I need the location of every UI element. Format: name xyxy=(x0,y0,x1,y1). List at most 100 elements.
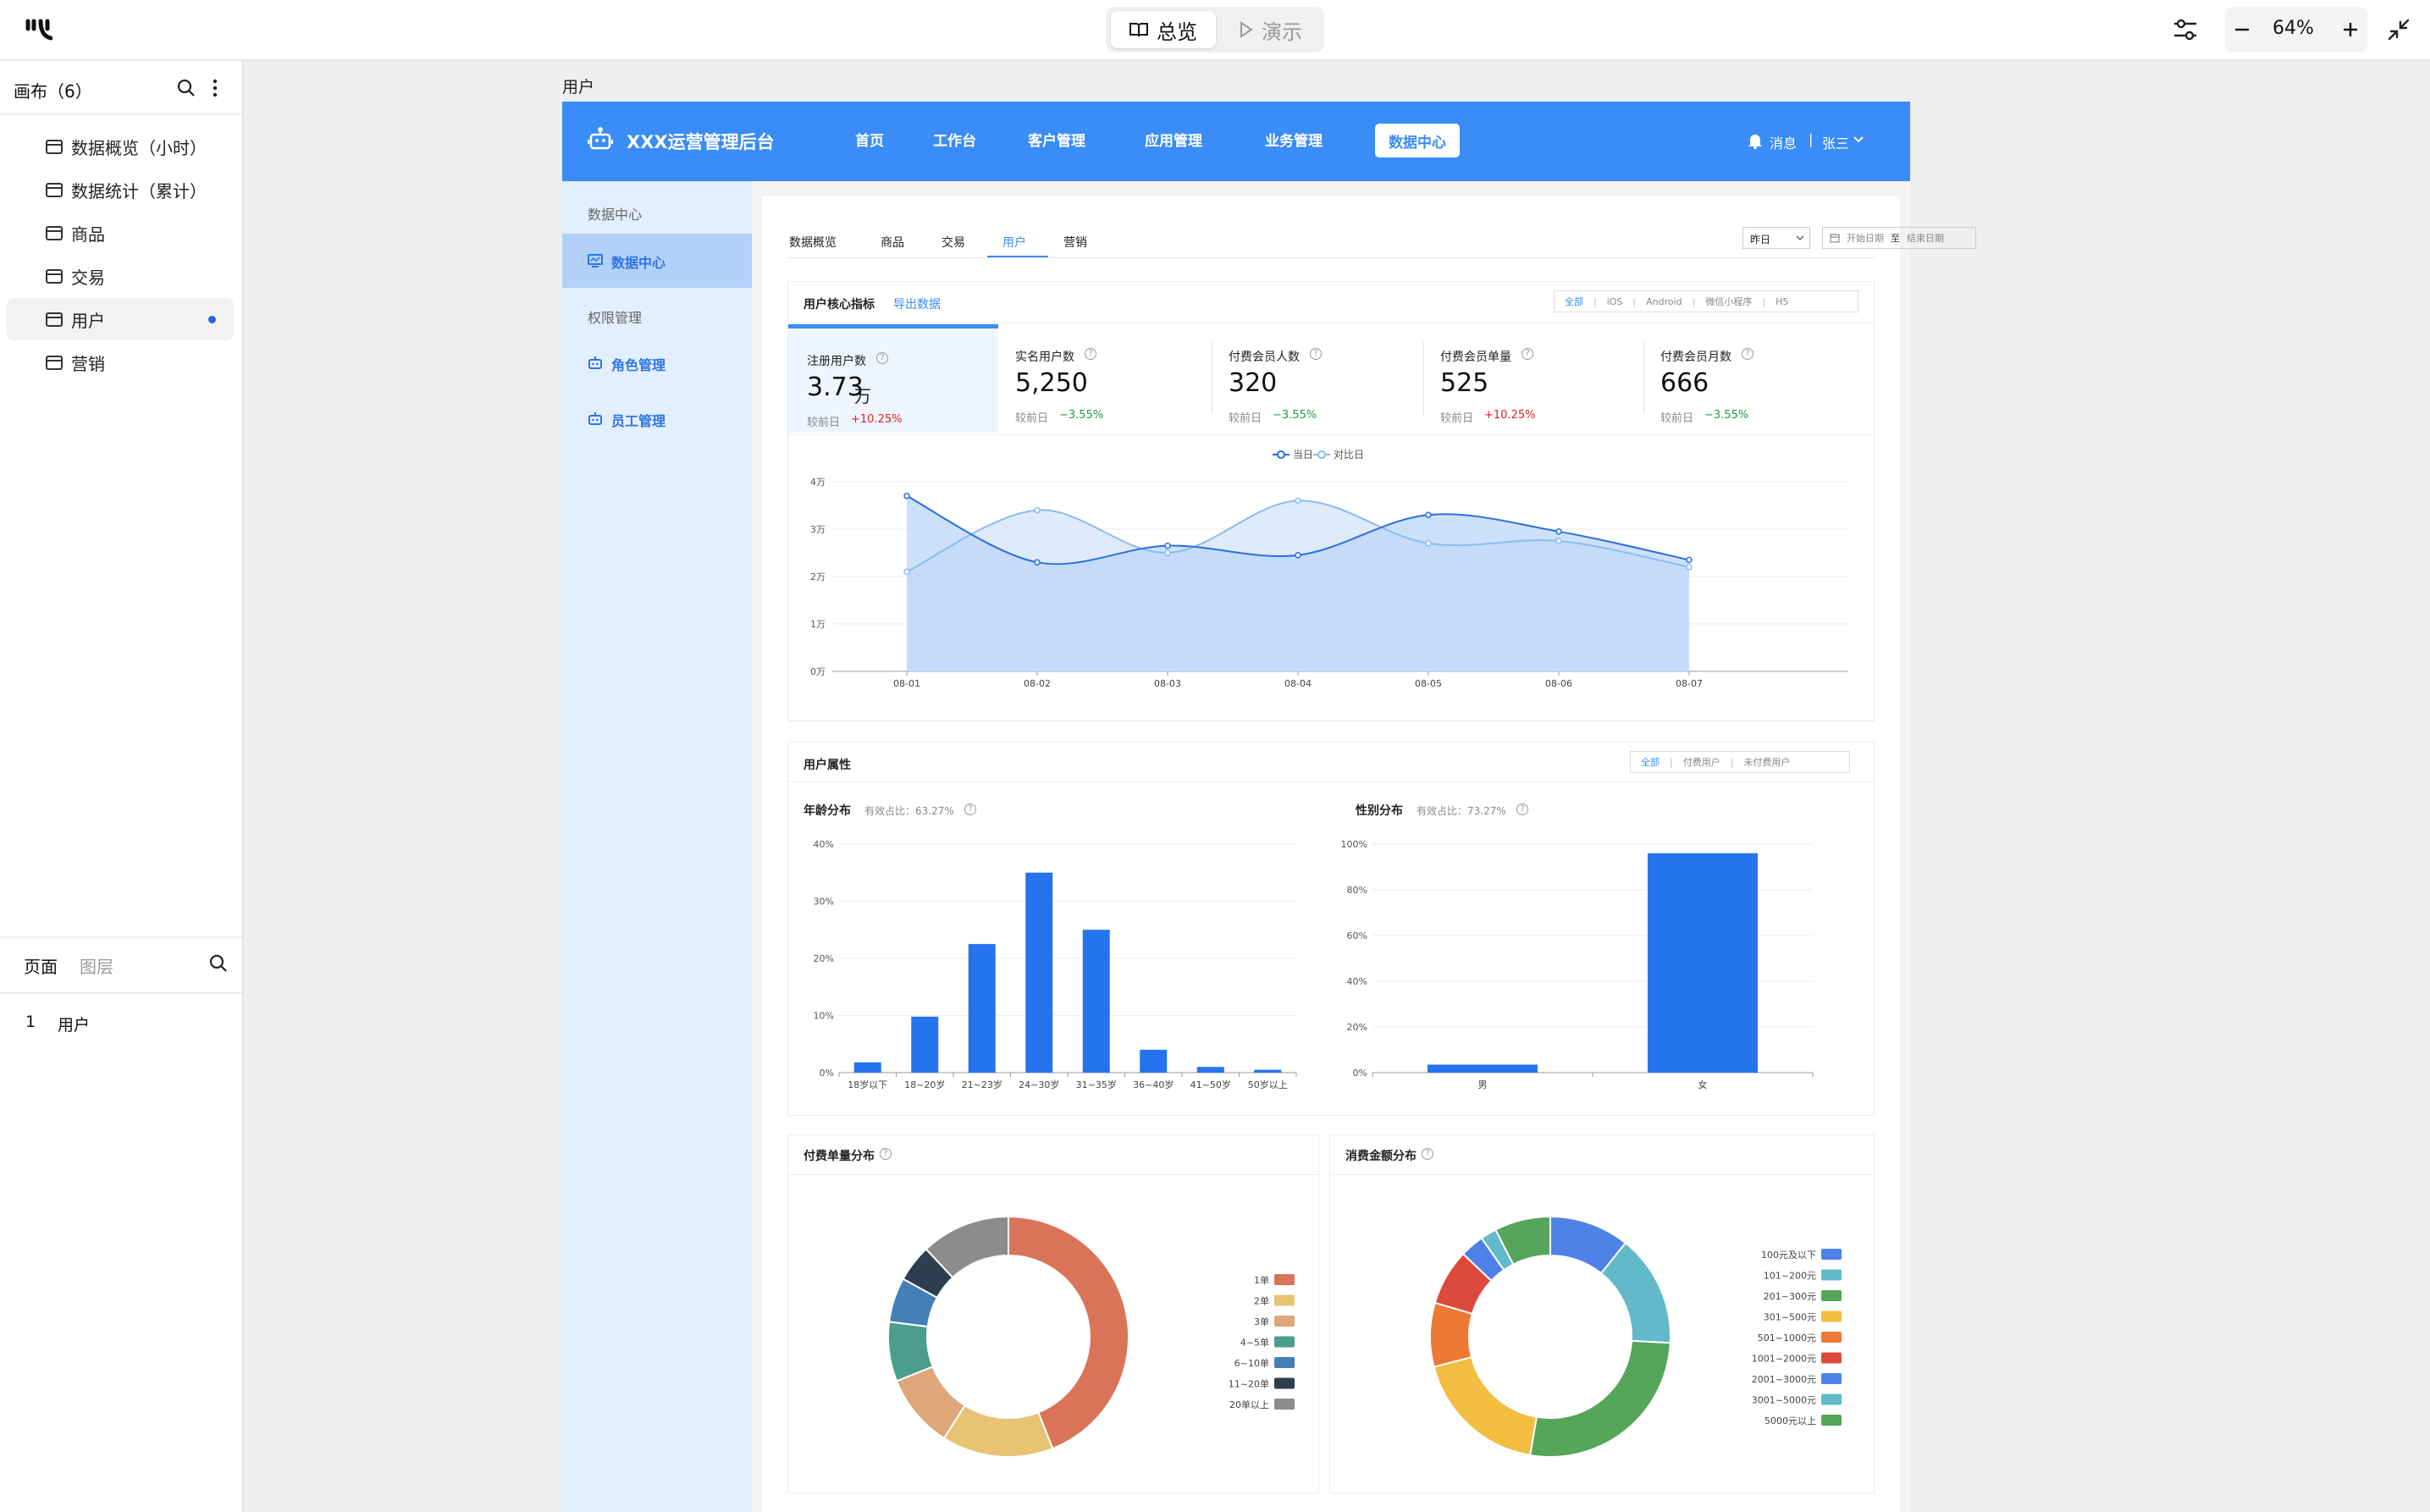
user-name[interactable]: 张三 xyxy=(1822,135,1850,152)
bar xyxy=(1428,1064,1538,1073)
kpi-sub: 较前日 xyxy=(1015,412,1049,425)
export-data-link[interactable]: 导出数据 xyxy=(893,298,941,312)
canvas-item-marketing[interactable]: 营销 xyxy=(7,341,234,384)
tab-users[interactable]: 用户 xyxy=(1002,236,1026,250)
side-item-roles[interactable]: 角色管理 xyxy=(562,347,752,381)
tab-products[interactable]: 商品 xyxy=(881,236,904,250)
nav-apps[interactable]: 应用管理 xyxy=(1145,133,1202,150)
platform-ios[interactable]: iOS xyxy=(1606,295,1623,307)
canvas-item-products[interactable]: 商品 xyxy=(7,212,234,254)
overview-button[interactable]: 总览 xyxy=(1111,11,1216,48)
tab-pages[interactable]: 页面 xyxy=(24,957,58,977)
kpi-verified[interactable]: 实名用户数 ? 5,250 较前日 −3.55% xyxy=(1015,328,1218,430)
divider xyxy=(1330,1174,1874,1175)
legend-label: 当日 xyxy=(1293,449,1313,461)
kpi-paid-members[interactable]: 付费会员人数 ? 320 较前日 −3.55% xyxy=(1229,328,1415,430)
dashboard-frame: XXX运营管理后台 首页 工作台 客户管理 应用管理 业务管理 数据中心 消息 … xyxy=(562,102,1976,1512)
platform-android[interactable]: Android xyxy=(1646,295,1682,307)
nav-customers[interactable]: 客户管理 xyxy=(1028,133,1085,150)
date-start[interactable]: 开始日期 xyxy=(1847,233,1884,244)
help-icon[interactable]: ? xyxy=(880,1148,892,1160)
nav-business[interactable]: 业务管理 xyxy=(1265,133,1323,150)
canvas-item-trades[interactable]: 交易 xyxy=(7,255,234,297)
separator: | xyxy=(1632,295,1637,307)
kpi-value: 525 xyxy=(1440,368,1489,398)
date-preset-select[interactable]: 昨日 xyxy=(1742,227,1810,249)
help-icon[interactable]: ? xyxy=(1310,348,1322,360)
kpi-paid-months[interactable]: 付费会员月数 ? 666 较前日 −3.55% xyxy=(1660,328,1847,430)
platform-wechat[interactable]: 微信小程序 xyxy=(1705,296,1753,307)
zoom-out-icon[interactable] xyxy=(2234,21,2251,38)
messages-link[interactable]: 消息 xyxy=(1770,135,1798,152)
legend-swatch xyxy=(1821,1352,1842,1364)
logo-icon[interactable] xyxy=(25,19,52,42)
frame-label[interactable]: 用户 xyxy=(562,78,595,97)
tab-layers[interactable]: 图层 xyxy=(80,957,113,977)
age-chart-title: 年龄分布 xyxy=(804,804,851,818)
canvas-item-hourly[interactable]: 数据概览（小时） xyxy=(7,125,234,168)
y-tick-label: 20% xyxy=(814,953,834,964)
nav-data-center[interactable]: 数据中心 xyxy=(1375,124,1460,157)
help-icon[interactable]: ? xyxy=(1522,348,1533,360)
help-icon[interactable]: ? xyxy=(1516,803,1528,815)
help-icon[interactable]: ? xyxy=(1085,348,1096,360)
y-tick-label: 4万 xyxy=(810,477,826,488)
kpi-label: 付费会员单量 xyxy=(1440,350,1511,364)
tab-overview[interactable]: 数据概览 xyxy=(789,236,837,250)
settings-sliders-icon[interactable] xyxy=(2173,17,2198,42)
mode-switch: 总览 演示 xyxy=(1106,7,1324,52)
legend-swatch xyxy=(1274,1336,1295,1348)
legend-swatch xyxy=(1274,1316,1295,1327)
chevron-down-icon[interactable] xyxy=(1853,135,1864,144)
help-icon[interactable]: ? xyxy=(964,803,976,815)
data-point-compare xyxy=(1555,538,1562,544)
legend-label: 101~200元 xyxy=(1764,1271,1816,1282)
legend-swatch xyxy=(1821,1373,1842,1384)
nav-home[interactable]: 首页 xyxy=(855,133,884,150)
search-icon[interactable] xyxy=(208,953,229,974)
platform-all[interactable]: 全部 xyxy=(1565,296,1583,307)
robot-small-icon xyxy=(588,412,602,425)
core-metrics-title: 用户核心指标 xyxy=(804,298,875,312)
help-icon[interactable]: ? xyxy=(1742,348,1753,360)
help-icon[interactable]: ? xyxy=(876,352,888,364)
data-point-today xyxy=(1295,552,1301,559)
x-tick-label: 女 xyxy=(1698,1079,1708,1090)
bell-icon[interactable] xyxy=(1748,132,1763,149)
data-point-today xyxy=(1164,542,1171,549)
x-tick-label: 08-03 xyxy=(1154,678,1181,689)
brand-title: XXX运营管理后台 xyxy=(627,132,775,152)
date-end[interactable]: 结束日期 xyxy=(1907,233,1944,244)
age-ratio: 有效占比：63.27% xyxy=(864,805,954,817)
user-filter-paid[interactable]: 付费用户 xyxy=(1682,757,1720,768)
side-item-staff[interactable]: 员工管理 xyxy=(562,403,752,437)
help-icon[interactable]: ? xyxy=(1422,1148,1433,1160)
more-icon[interactable] xyxy=(210,78,220,98)
page-row[interactable]: 1 用户 xyxy=(0,1006,242,1040)
present-button[interactable]: 演示 xyxy=(1223,11,1319,48)
nav-workbench[interactable]: 工作台 xyxy=(933,133,976,150)
user-filter-unpaid[interactable]: 未付费用户 xyxy=(1743,757,1791,768)
zoom-level[interactable]: 64% xyxy=(2273,18,2314,39)
canvas-item-users[interactable]: 用户 xyxy=(7,298,234,340)
user-filter-all[interactable]: 全部 xyxy=(1641,757,1660,768)
collapse-icon[interactable] xyxy=(2386,17,2411,42)
platform-h5[interactable]: H5 xyxy=(1776,295,1789,307)
zoom-in-icon[interactable] xyxy=(2342,21,2359,38)
legend-swatch xyxy=(1274,1357,1295,1368)
gender-bar-chart: 0% 20% 40% 60% 80% 100% 男 女 xyxy=(1341,839,1814,1090)
date-range-picker[interactable]: 开始日期 至 结束日期 xyxy=(1822,227,1976,249)
tab-marketing[interactable]: 营销 xyxy=(1063,236,1087,250)
side-item-data-center[interactable]: 数据中心 xyxy=(562,234,752,288)
kpi-registered[interactable]: 注册用户数 ? 3.73 万 较前日 +10.25% xyxy=(788,324,998,433)
x-tick-label: 24~30岁 xyxy=(1019,1079,1059,1090)
canvas-item-cumulative[interactable]: 数据统计（累计） xyxy=(7,168,234,211)
search-icon[interactable] xyxy=(176,78,196,98)
kpi-paid-orders[interactable]: 付费会员单量 ? 525 较前日 +10.25% xyxy=(1440,328,1626,430)
gender-ratio: 有效占比：73.27% xyxy=(1417,805,1506,817)
data-point-today xyxy=(903,493,910,499)
page-number: 1 xyxy=(25,1013,36,1031)
calendar-icon xyxy=(1830,234,1840,243)
spend-amount-donut: 100元及以下 101~200元 201~300元 301~500元 501~1000元… xyxy=(1429,1215,1842,1458)
tab-trades[interactable]: 交易 xyxy=(942,236,965,250)
